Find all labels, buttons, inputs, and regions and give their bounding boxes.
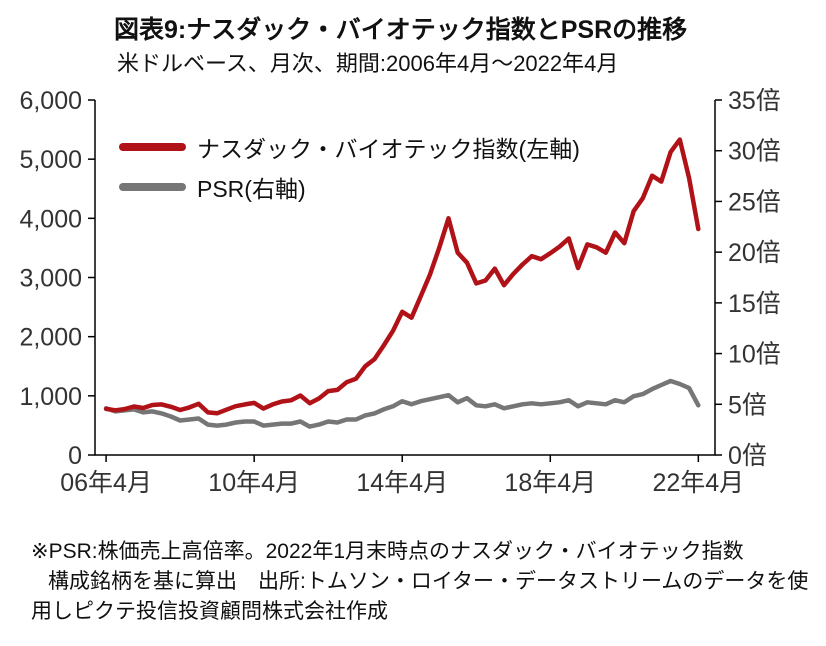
svg-text:0倍: 0倍: [728, 442, 767, 470]
svg-text:14年4月: 14年4月: [356, 469, 448, 497]
svg-text:6,000: 6,000: [19, 88, 82, 115]
legend-item-psr: PSR(右軸): [119, 167, 580, 207]
svg-text:2,000: 2,000: [19, 324, 82, 352]
svg-text:22年4月: 22年4月: [652, 469, 744, 497]
svg-text:20倍: 20倍: [728, 239, 781, 267]
legend-label-psr: PSR(右軸): [197, 176, 306, 202]
svg-text:5,000: 5,000: [19, 146, 82, 174]
svg-text:0: 0: [68, 442, 82, 470]
chart-title: 図表9:ナスダック・バイオテック指数とPSRの推移: [114, 16, 688, 44]
chart-plot-area: 0 1,000 2,000 3,000 4,000 5,000 6,000 0倍 5倍 10倍 15…: [19, 88, 781, 497]
svg-text:4,000: 4,000: [19, 205, 82, 233]
legend-label-nbi: ナスダック・バイオテック指数(左軸): [197, 136, 580, 162]
footnote-line-1: ※PSR:株価売上高倍率。2022年1月末時点のナスダック・バイオテック指数: [31, 540, 744, 563]
svg-text:5倍: 5倍: [728, 391, 767, 419]
legend-line-swatch-psr: [119, 183, 186, 191]
svg-text:35倍: 35倍: [728, 88, 781, 115]
footnote-line-2: 構成銘柄を基に算出 出所:トムソン・ロイター・データストリームのデータを使: [48, 570, 809, 593]
svg-text:06年4月: 06年4月: [60, 469, 152, 497]
chart-footnote: ※PSR:株価売上高倍率。2022年1月末時点のナスダック・バイオテック指数 構…: [31, 537, 808, 627]
legend-line-swatch-nbi: [119, 143, 186, 151]
svg-text:1,000: 1,000: [19, 383, 82, 411]
svg-text:10倍: 10倍: [728, 341, 781, 369]
svg-text:18年4月: 18年4月: [504, 469, 596, 497]
svg-text:30倍: 30倍: [728, 138, 781, 166]
chart-subtitle: 米ドルベース、月次、期間:2006年4月〜2022年4月: [117, 51, 619, 76]
svg-text:10年4月: 10年4月: [208, 469, 300, 497]
chart-legend: ナスダック・バイオテック指数(左軸) PSR(右軸): [119, 127, 580, 207]
legend-item-nbi: ナスダック・バイオテック指数(左軸): [119, 127, 580, 167]
svg-text:25倍: 25倍: [728, 188, 781, 216]
footnote-line-3: 用しピクテ投信投資顧問株式会社作成: [31, 600, 388, 623]
svg-text:15倍: 15倍: [728, 290, 781, 318]
svg-text:3,000: 3,000: [19, 265, 82, 293]
